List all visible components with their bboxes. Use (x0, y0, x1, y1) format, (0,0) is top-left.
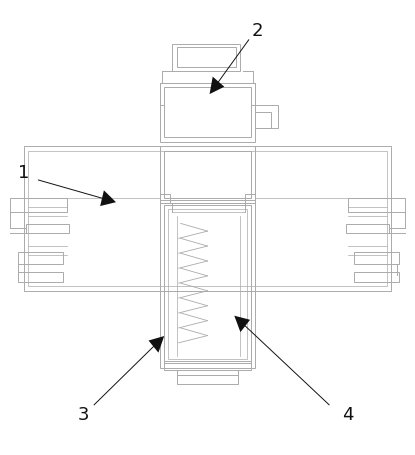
Text: 2: 2 (251, 22, 263, 40)
Bar (160, 200, 255, 368)
Bar (160, 193, 171, 202)
Bar (244, 193, 255, 202)
Bar (354, 272, 399, 282)
Text: 1: 1 (18, 164, 30, 182)
Bar (18, 272, 63, 282)
Bar (18, 253, 63, 264)
Polygon shape (100, 190, 116, 206)
Polygon shape (234, 316, 250, 332)
Bar (177, 375, 238, 384)
Bar (164, 87, 251, 137)
Bar (168, 209, 247, 359)
Bar (26, 224, 69, 233)
Bar (28, 151, 387, 286)
Bar (346, 224, 389, 233)
Bar (255, 106, 278, 128)
Polygon shape (210, 76, 225, 94)
Text: 4: 4 (342, 406, 354, 424)
Bar (173, 202, 244, 212)
Text: 3: 3 (78, 406, 90, 424)
Bar (164, 151, 251, 198)
Bar (10, 198, 67, 212)
Bar (354, 253, 399, 264)
Polygon shape (149, 336, 164, 353)
Bar (164, 361, 251, 370)
Bar (173, 44, 240, 71)
Bar (164, 205, 251, 363)
Bar (255, 112, 271, 128)
Bar (24, 146, 391, 291)
Bar (348, 198, 405, 212)
Bar (160, 146, 255, 202)
Bar (160, 83, 255, 142)
Bar (177, 46, 237, 67)
